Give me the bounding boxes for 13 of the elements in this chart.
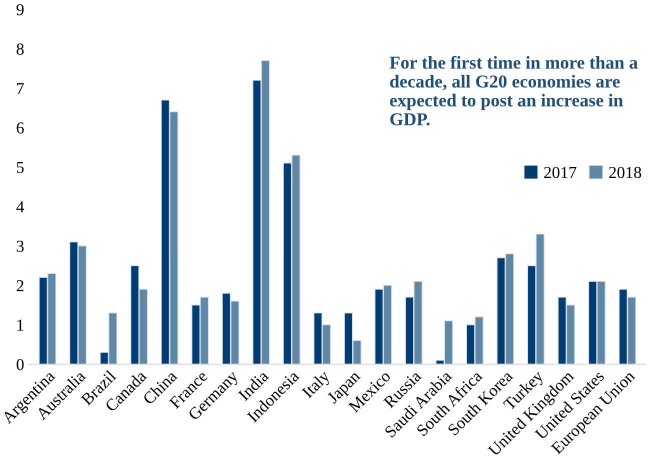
y-tick-label: 2	[16, 280, 24, 292]
y-tick-label: 1	[17, 320, 24, 331]
y-tick-label: 9	[16, 4, 24, 16]
annotation: For the first time in more than a decade, all G20 economies are expected to post an increase in GDP.	[390, 56, 638, 126]
y-tick-label: 4	[16, 201, 24, 212]
y-tick-label: 0	[16, 358, 24, 370]
y-tick-label: 8	[16, 43, 24, 55]
y-tick-label: 5	[16, 162, 24, 174]
legend-label: 2018	[609, 166, 642, 178]
y-tick-label: 6	[16, 122, 24, 134]
y-tick-label: 7	[17, 83, 24, 94]
y-tick-label: 3	[16, 240, 24, 252]
legend-label: 2017	[544, 166, 576, 178]
